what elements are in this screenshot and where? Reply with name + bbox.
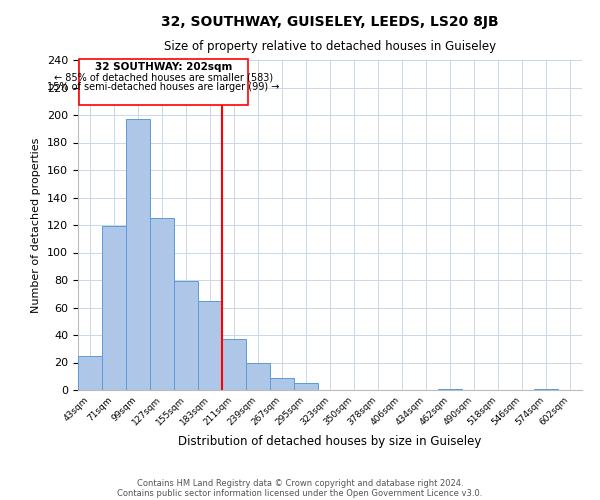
- Bar: [534, 388, 558, 390]
- FancyBboxPatch shape: [79, 58, 248, 106]
- Bar: [295, 383, 319, 390]
- Bar: [126, 119, 150, 390]
- Bar: [438, 388, 462, 390]
- Bar: [102, 226, 126, 390]
- Text: 32 SOUTHWAY: 202sqm: 32 SOUTHWAY: 202sqm: [95, 62, 232, 72]
- Bar: [150, 218, 174, 390]
- Text: Contains public sector information licensed under the Open Government Licence v3: Contains public sector information licen…: [118, 488, 482, 498]
- Text: Size of property relative to detached houses in Guiseley: Size of property relative to detached ho…: [164, 40, 496, 53]
- Text: Contains HM Land Registry data © Crown copyright and database right 2024.: Contains HM Land Registry data © Crown c…: [137, 478, 463, 488]
- Bar: [246, 362, 271, 390]
- Bar: [78, 356, 102, 390]
- Bar: [198, 300, 222, 390]
- Text: 15% of semi-detached houses are larger (99) →: 15% of semi-detached houses are larger (…: [47, 82, 280, 92]
- Bar: [271, 378, 295, 390]
- Text: ← 85% of detached houses are smaller (583): ← 85% of detached houses are smaller (58…: [54, 72, 273, 83]
- X-axis label: Distribution of detached houses by size in Guiseley: Distribution of detached houses by size …: [178, 436, 482, 448]
- Text: 32, SOUTHWAY, GUISELEY, LEEDS, LS20 8JB: 32, SOUTHWAY, GUISELEY, LEEDS, LS20 8JB: [161, 15, 499, 29]
- Bar: [174, 282, 198, 390]
- Y-axis label: Number of detached properties: Number of detached properties: [31, 138, 41, 312]
- Bar: [222, 339, 246, 390]
